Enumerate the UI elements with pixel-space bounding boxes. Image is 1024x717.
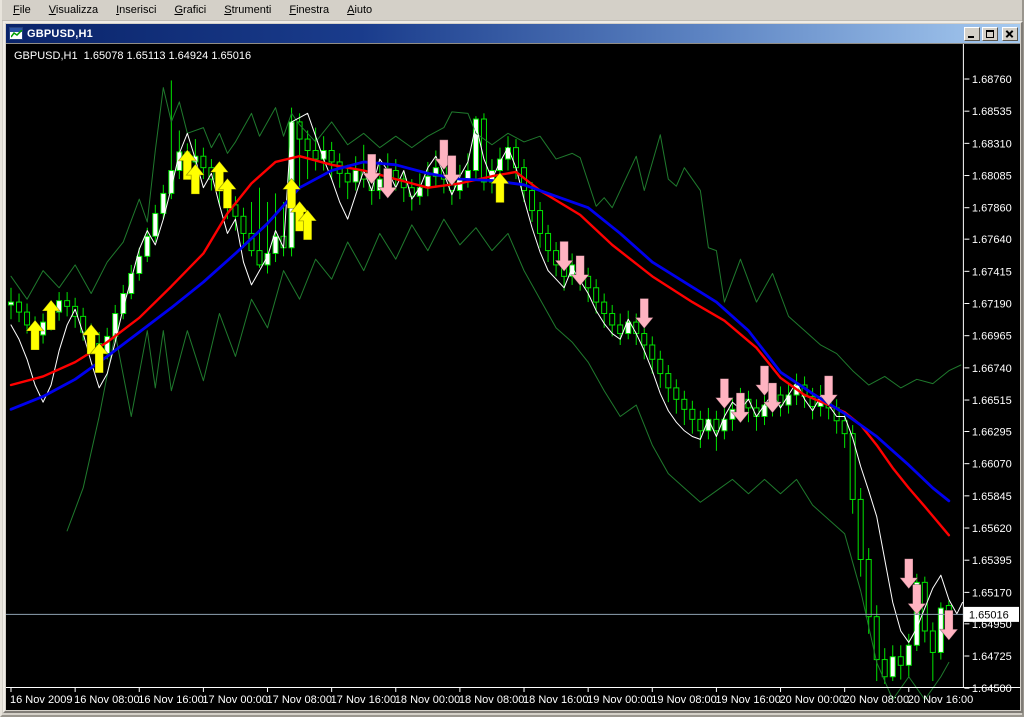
channel-upper — [10, 87, 962, 389]
time-axis-label: 17 Nov 00:00 — [202, 694, 268, 706]
sell-arrow-icon — [554, 240, 574, 272]
close-button[interactable] — [1002, 26, 1018, 41]
time-axis-label: 17 Nov 08:00 — [267, 694, 333, 706]
menu-strumenti[interactable]: Strumenti — [224, 3, 272, 16]
chart-window-title: GBPUSD,H1 — [27, 27, 93, 40]
time-axis-label: 18 Nov 00:00 — [395, 694, 461, 706]
price-axis-label: 1.66515 — [972, 395, 1012, 407]
time-axis-label: 19 Nov 16:00 — [715, 694, 781, 706]
price-axis-label: 1.67415 — [972, 266, 1012, 278]
menu-finestra[interactable]: Finestra — [289, 3, 330, 16]
price-axis-label: 1.66295 — [972, 427, 1012, 439]
price-axis-label: 1.65845 — [972, 491, 1012, 503]
price-axis-label: 1.65395 — [972, 555, 1012, 567]
price-axis-label: 1.67190 — [972, 299, 1012, 311]
price-axis-label: 1.66070 — [972, 459, 1012, 471]
time-axis-label: 20 Nov 16:00 — [908, 694, 974, 706]
time-axis-label: 16 Nov 08:00 — [74, 694, 140, 706]
time-axis-label: 17 Nov 16:00 — [331, 694, 397, 706]
menu-inserisci[interactable]: Inserisci — [116, 3, 157, 16]
buy-arrow-icon — [81, 323, 102, 355]
chart-area[interactable]: 1.68760 1.68535 1.68310 1.68085 1.67860 1.676… — [6, 43, 1020, 710]
price-axis-label: 1.67860 — [972, 203, 1012, 215]
price-axis-label: 1.68760 — [972, 74, 1012, 86]
channel-lower — [66, 218, 950, 701]
price-axis-label: 1.68310 — [972, 138, 1012, 150]
price-axis-label: 1.68535 — [972, 106, 1012, 118]
ohlc-label: GBPUSD,H1 1.65078 1.65113 1.64924 1.6501… — [14, 50, 252, 62]
ma-red — [9, 155, 951, 537]
sell-arrow-icon — [938, 609, 959, 641]
chart-window: GBPUSD,H1 1.68760 1.68535 1.68310 1.68085 1.… — [3, 21, 1023, 713]
ma-blue — [9, 160, 951, 503]
menu-visualizza[interactable]: Visualizza — [48, 3, 99, 16]
chart-window-icon — [9, 27, 23, 40]
price-axis-label: 1.66965 — [972, 331, 1012, 343]
maximize-icon — [986, 29, 994, 38]
chart-window-titlebar[interactable]: GBPUSD,H1 — [6, 24, 1020, 43]
sell-arrow-icon — [714, 378, 735, 410]
minimize-icon — [968, 35, 974, 38]
sell-arrow-icon — [570, 255, 590, 287]
sell-arrow-icon — [361, 153, 382, 185]
sell-arrow-icon — [634, 298, 655, 330]
time-axis-label: 19 Nov 00:00 — [587, 694, 653, 706]
buy-arrow-icon — [217, 177, 238, 209]
price-axis-label: 1.66740 — [972, 363, 1012, 375]
price-axis-label: 1.64500 — [972, 683, 1012, 695]
price-axis-label: 1.67640 — [972, 234, 1012, 246]
sell-arrow-icon — [730, 392, 751, 424]
sell-arrow-icon — [442, 155, 462, 187]
candlestick-chart[interactable]: 1.68760 1.68535 1.68310 1.68085 1.67860 1.676… — [6, 44, 1020, 710]
menu-file[interactable]: File — [13, 3, 31, 16]
time-axis-label: 20 Nov 08:00 — [844, 694, 910, 706]
menu-grafici[interactable]: Grafici — [174, 3, 207, 16]
buy-arrow-icon — [297, 209, 318, 241]
sell-arrow-icon — [818, 375, 839, 407]
current-price-tag — [963, 606, 1019, 622]
buy-arrow-icon — [185, 163, 206, 195]
buy-arrow-icon — [89, 342, 110, 374]
maximize-button[interactable] — [982, 26, 998, 41]
buy-arrow-icon — [25, 319, 45, 351]
buy-arrow-icon — [177, 149, 198, 181]
menu-bar: File Visualizza Inserisci Grafici Strume… — [2, 0, 1022, 21]
buy-arrow-icon — [41, 299, 61, 331]
time-axis-label: 18 Nov 08:00 — [459, 694, 525, 706]
current-price-tag-label: 1.65016 — [969, 609, 1009, 621]
time-axis-label: 20 Nov 00:00 — [780, 694, 846, 706]
minimize-button[interactable] — [964, 26, 980, 41]
price-axis-label: 1.64725 — [972, 651, 1012, 663]
sell-arrow-icon — [906, 584, 927, 616]
price-axis-label: 1.65620 — [972, 523, 1012, 535]
menu-aiuto[interactable]: Aiuto — [347, 3, 373, 16]
price-axis-label: 1.65170 — [972, 587, 1012, 599]
buy-arrow-icon — [281, 177, 302, 209]
price-axis-label: 1.68085 — [972, 171, 1012, 183]
price-axis-label: 1.64950 — [972, 619, 1012, 631]
time-axis-label: 16 Nov 2009 — [10, 694, 72, 706]
buy-arrow-icon — [490, 172, 510, 204]
sell-arrow-icon — [377, 167, 398, 200]
time-axis-label: 16 Nov 16:00 — [138, 694, 204, 706]
time-axis-label: 18 Nov 16:00 — [523, 694, 589, 706]
sell-arrow-icon — [898, 558, 919, 590]
ma-white — [10, 112, 963, 643]
sell-arrow-icon — [762, 382, 783, 414]
buy-arrow-icon — [209, 160, 230, 192]
time-axis-label: 19 Nov 08:00 — [651, 694, 717, 706]
